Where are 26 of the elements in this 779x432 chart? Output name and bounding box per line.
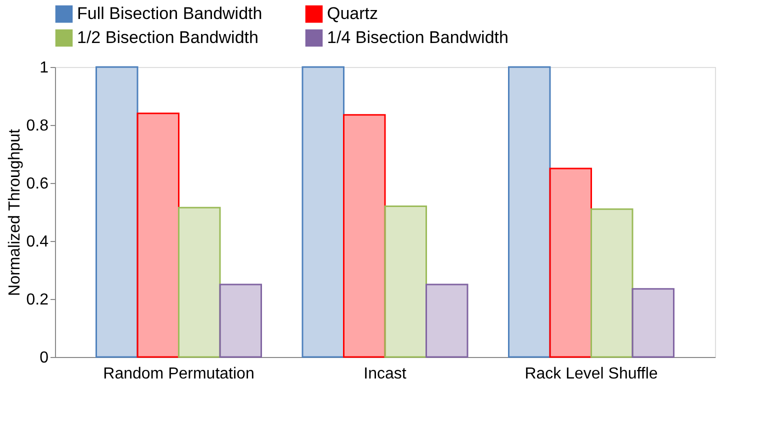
y-axis-title: Normalized Throughput [6, 128, 24, 296]
bar [549, 168, 592, 358]
y-tick-label: 0 [40, 350, 49, 366]
bar [343, 114, 386, 358]
y-tick-label: 0.8 [26, 118, 49, 134]
bar [96, 66, 138, 358]
bar [508, 66, 551, 358]
x-tick-label: Random Permutation [103, 366, 254, 382]
x-tick-label: Rack Level Shuffle [524, 366, 658, 382]
bar [136, 112, 180, 358]
bar [632, 288, 674, 358]
bar [302, 66, 344, 358]
y-tick-label: 0.2 [26, 292, 49, 308]
legend-label: Full Bisection Bandwidth [77, 4, 262, 24]
legend-label: 1/2 Bisection Bandwidth [77, 28, 258, 47]
y-tick-label: 0.6 [26, 176, 49, 192]
bar [178, 206, 221, 358]
y-tick-label: 1 [40, 60, 49, 76]
bar [426, 284, 468, 358]
bar [219, 284, 262, 358]
legend-label: 1/4 Bisection Bandwidth [327, 28, 508, 47]
bar [384, 205, 427, 358]
x-tick-label: Incast [364, 366, 407, 382]
y-tick-label: 0.4 [26, 234, 49, 250]
bar [590, 208, 634, 358]
legend-label: Quartz [327, 4, 378, 24]
